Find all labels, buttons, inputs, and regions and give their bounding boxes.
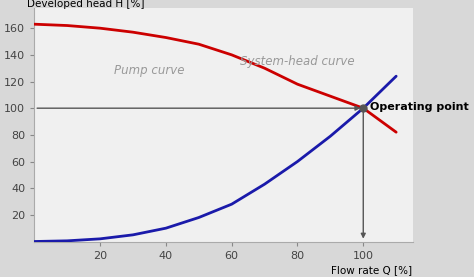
Text: Pump curve: Pump curve <box>114 64 185 77</box>
X-axis label: Flow rate Q [%]: Flow rate Q [%] <box>331 265 412 275</box>
Y-axis label: Developed head H [%]: Developed head H [%] <box>27 0 144 9</box>
Text: System-head curve: System-head curve <box>240 55 355 68</box>
Text: Operating point: Operating point <box>370 102 469 112</box>
